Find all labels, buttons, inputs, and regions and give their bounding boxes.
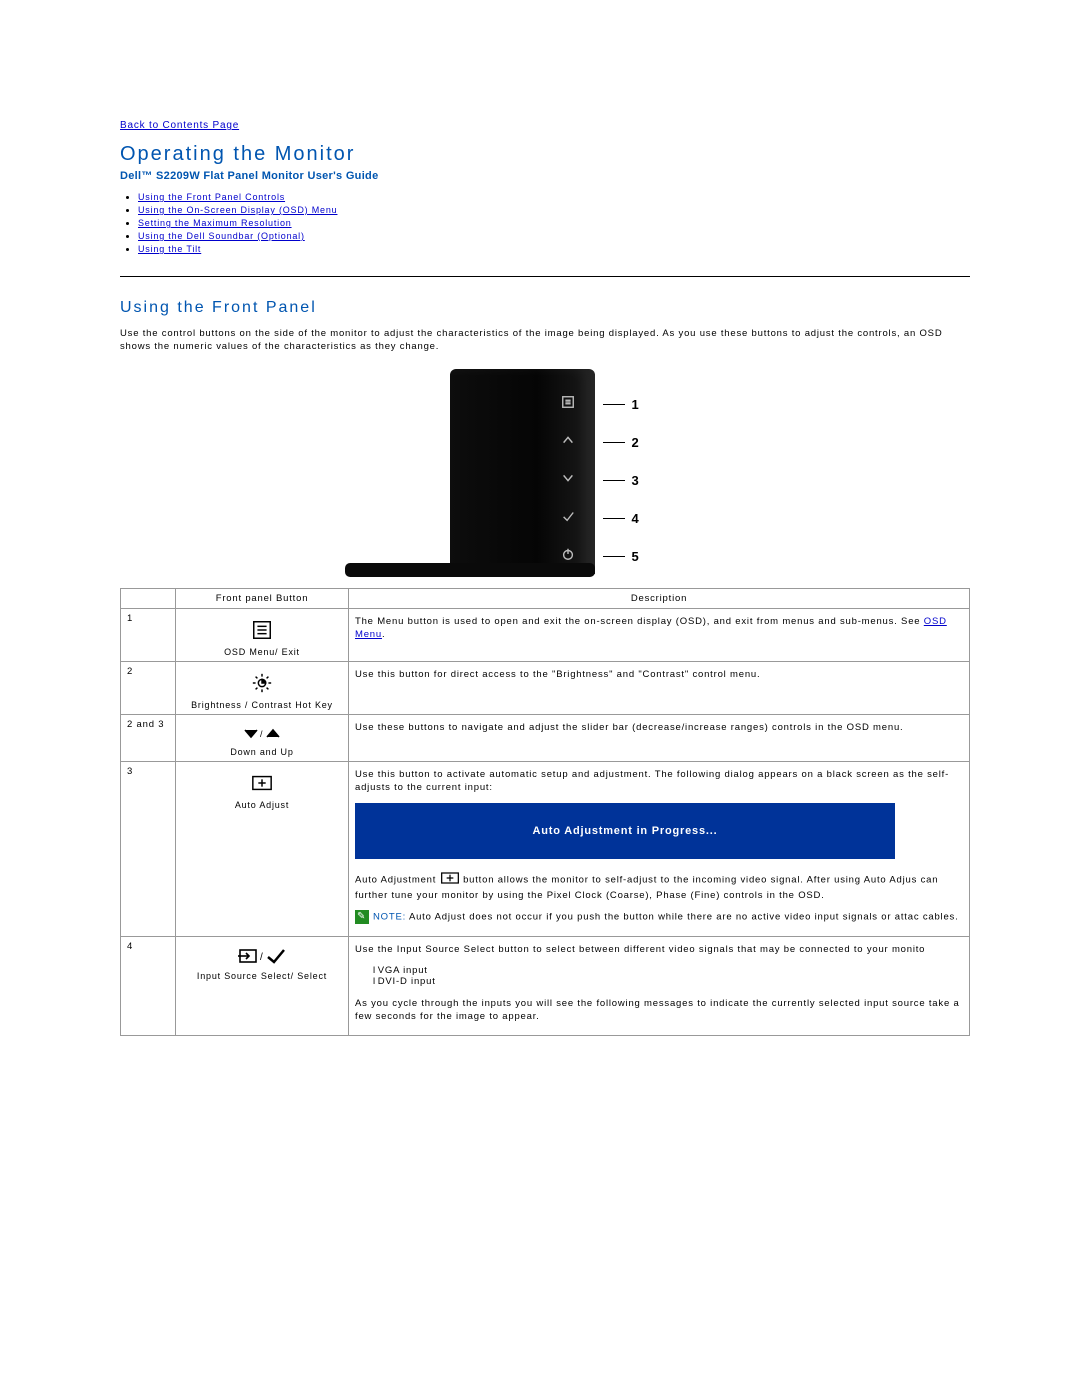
- row-desc: Use this button to activate automatic se…: [355, 768, 963, 795]
- power-icon: [557, 543, 579, 565]
- button-table: Front panel Button Description 1 OSD Men…: [120, 588, 970, 1036]
- row-label: Input Source Select/ Select: [182, 971, 342, 981]
- input-item: VGA input: [373, 965, 963, 976]
- auto-adjust-banner: Auto Adjustment in Progress...: [355, 803, 895, 859]
- note-text: Auto Adjust does not occur if you push t…: [406, 912, 959, 923]
- toc-link[interactable]: Using the Tilt: [138, 244, 201, 254]
- page-title: Operating the Monitor: [120, 143, 970, 166]
- menu-icon: [557, 391, 579, 413]
- toc-link[interactable]: Using the On-Screen Display (OSD) Menu: [138, 205, 337, 215]
- note-icon: [355, 910, 369, 924]
- table-row: 4 / Input Source Select/ Select Use the …: [121, 937, 970, 1036]
- row-label: OSD Menu/ Exit: [182, 647, 342, 657]
- row-num: 3: [121, 762, 176, 937]
- row-num: 1: [121, 609, 176, 662]
- th-desc: Description: [349, 589, 970, 609]
- table-row: 1 OSD Menu/ Exit The Menu button is used…: [121, 609, 970, 662]
- auto-adjust-icon: [440, 871, 460, 889]
- row-desc: .: [382, 629, 385, 640]
- input-select-icon: /: [182, 947, 342, 965]
- auto-adjust-icon: [182, 772, 342, 794]
- row-label: Auto Adjust: [182, 800, 342, 810]
- callout-num: 3: [631, 473, 639, 488]
- check-icon: [557, 505, 579, 527]
- table-row: 3 Auto Adjust Use this button to activat…: [121, 762, 970, 937]
- row-num: 4: [121, 937, 176, 1036]
- toc-list: Using the Front Panel Controls Using the…: [120, 192, 970, 254]
- monitor-figure: 1 2 3 4 5: [120, 369, 970, 574]
- divider: [120, 276, 970, 277]
- callout-num: 5: [631, 549, 639, 564]
- svg-text:/: /: [260, 952, 264, 963]
- intro-text: Use the control buttons on the side of t…: [120, 327, 970, 354]
- down-up-icon: /: [182, 725, 342, 741]
- svg-text:/: /: [260, 729, 263, 739]
- table-row: 2 and 3 / Down and Up Use these buttons …: [121, 715, 970, 762]
- row-desc: Auto Adjustment: [355, 874, 440, 885]
- row-label: Brightness / Contrast Hot Key: [182, 700, 342, 710]
- row-desc: Use this button for direct access to the…: [355, 668, 963, 681]
- row-desc: Use these buttons to navigate and adjust…: [355, 721, 963, 734]
- input-item: DVI-D input: [373, 976, 963, 987]
- row-num: 2 and 3: [121, 715, 176, 762]
- subtitle: Dell™ S2209W Flat Panel Monitor User's G…: [120, 170, 970, 182]
- toc-link[interactable]: Using the Front Panel Controls: [138, 192, 285, 202]
- callout-num: 1: [631, 397, 639, 412]
- row-num: 2: [121, 662, 176, 715]
- th-blank: [121, 589, 176, 609]
- table-row: 2 Brightness / Contrast Hot Key Use this…: [121, 662, 970, 715]
- up-icon: [557, 429, 579, 451]
- row-label: Down and Up: [182, 747, 342, 757]
- note-label: NOTE:: [373, 912, 406, 923]
- menu-icon: [182, 619, 342, 641]
- toc-link[interactable]: Using the Dell Soundbar (Optional): [138, 231, 305, 241]
- table-header-row: Front panel Button Description: [121, 589, 970, 609]
- brightness-icon: [182, 672, 342, 694]
- callout-num: 4: [631, 511, 639, 526]
- toc-link[interactable]: Setting the Maximum Resolution: [138, 218, 292, 228]
- down-icon: [557, 467, 579, 489]
- back-link[interactable]: Back to Contents Page: [120, 120, 239, 131]
- callout-num: 2: [631, 435, 639, 450]
- row-desc: The Menu button is used to open and exit…: [355, 616, 924, 627]
- row-desc: As you cycle through the inputs you will…: [355, 997, 963, 1024]
- section-heading: Using the Front Panel: [120, 299, 970, 317]
- row-desc: Use the Input Source Select button to se…: [355, 943, 963, 956]
- th-button: Front panel Button: [176, 589, 349, 609]
